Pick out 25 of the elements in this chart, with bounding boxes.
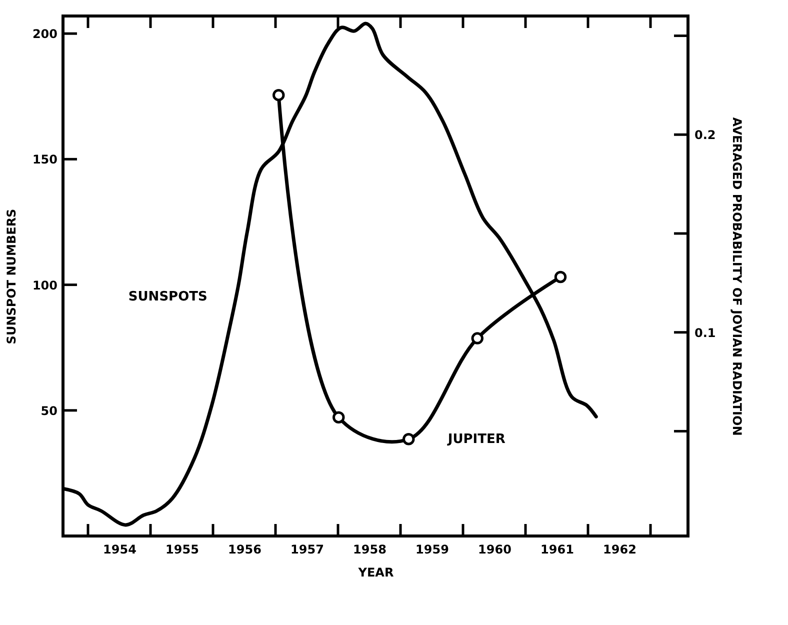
y-tick-label: 50 [40,404,58,418]
point [554,270,567,284]
point [402,433,415,446]
y-tick-label: 200 [32,27,58,42]
point [471,332,484,344]
x-tick-label: 1957 [290,542,324,556]
y-tick-label: 100 [32,278,58,292]
y2-axis-title: AVERAGED PROBABILITY OF JOVIAN RADIATION [730,117,744,436]
x-tick-label: 1956 [228,542,262,556]
y-axis-title: SUNSPOT NUMBERS [4,208,18,344]
x-tick-label: 1962 [603,542,636,556]
point [272,88,285,102]
x-tick-label: 1958 [353,542,386,556]
y-tick-label: 150 [32,152,58,167]
series-label: JUPITER [446,432,506,448]
x-tick-label: 1961 [540,542,574,556]
text: SUNSPOTS [128,289,208,304]
y2-tick-label: 0.1 [694,326,716,340]
x-tick-label: 1954 [103,542,136,556]
y2-tick-label: 0.2 [694,128,716,142]
x-tick-label: 1959 [416,542,449,556]
x-tick-label: 1955 [166,542,199,556]
point [332,411,345,424]
x-axis-title: YEAR [357,566,394,580]
x-tick-label: 1960 [478,542,512,556]
